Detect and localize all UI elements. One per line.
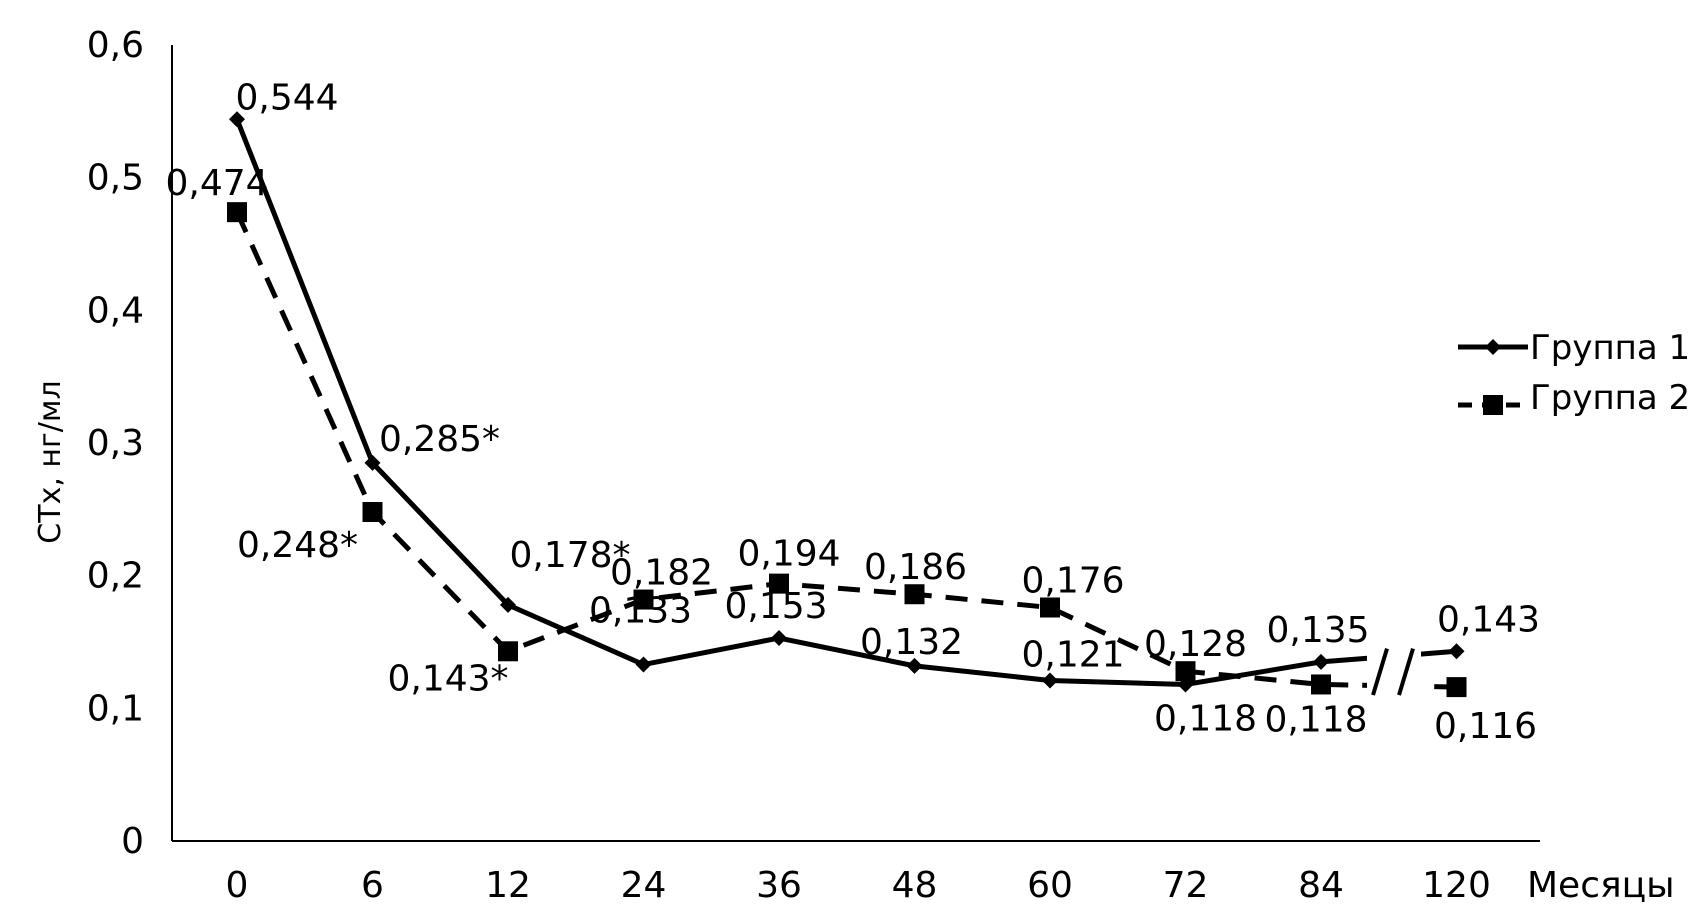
series-line-group-2 [234,211,1457,690]
legend-marker-group-1 [1485,339,1501,355]
data-label-group-2: 0,186 [864,547,967,588]
y-tick-label: 0 [121,821,144,862]
data-labels: 0,544 0,285* 0,178* 0,133 0,153 0,132 0,121 0,1… [165,77,1540,747]
axis-break-slash [1371,648,1389,696]
data-point-group-1 [1042,672,1058,689]
data-point-group-2 [1175,661,1196,682]
legend-label-group-2: Группа 2 [1530,378,1690,418]
data-point-group-2 [227,202,247,223]
data-point-group-1 [635,656,652,673]
y-tick-label: 0,2 [87,556,144,597]
x-tick-label: 12 [485,865,531,906]
legend-label-group-1: Группа 1 [1530,328,1690,368]
x-tick-label: 60 [1027,865,1073,906]
x-tick-labels: 0 6 12 24 36 48 60 72 84 120 [226,865,1491,906]
data-label-group-2: 0,176 [1021,561,1124,602]
data-label-group-1: 0,153 [724,586,827,627]
data-point-group-1 [364,454,381,471]
data-label-group-1: 0,133 [589,591,692,632]
y-tick-label: 0,4 [87,290,144,331]
data-label-group-2: 0,128 [1144,624,1247,665]
x-tick-label: 120 [1422,865,1491,906]
data-point-group-2 [1311,674,1331,695]
axis-break-slash [1397,648,1415,696]
data-point-group-2 [904,584,925,605]
data-point-group-2 [1446,677,1467,698]
x-tick-label: 6 [361,865,384,906]
data-point-group-2 [362,501,383,522]
data-label-group-1: 0,544 [235,77,338,118]
data-label-group-1: 0,118 [1154,698,1257,739]
legend-marker-group-2 [1483,395,1503,415]
data-label-group-1: 0,178* [509,535,630,576]
x-tick-label: 84 [1298,865,1344,906]
data-label-group-1: 0,132 [860,622,963,663]
data-label-group-2: 0,182 [610,553,713,594]
y-axis-title: СТх, нг/мл [33,380,68,543]
y-tick-label: 0,3 [87,423,144,464]
x-tick-label: 72 [1163,865,1209,906]
data-point-group-1 [500,596,516,613]
data-point-group-2 [769,573,789,594]
data-label-group-2: 0,116 [1434,706,1537,747]
data-label-group-2: 0,143* [387,658,508,699]
data-label-group-2: 0,248* [237,525,358,566]
data-point-group-1 [771,630,787,647]
y-tick-label: 0,6 [87,25,144,66]
data-point-group-1 [229,111,245,128]
data-label-group-1: 0,143 [1437,599,1540,640]
data-label-group-2: 0,474 [165,163,268,204]
y-tick-labels: 0 0,1 0,2 0,3 0,4 0,5 0,6 [87,25,144,862]
data-label-group-1: 0,135 [1266,610,1369,651]
axes [171,45,1540,842]
x-tick-label: 36 [756,865,802,906]
y-tick-label: 0,1 [87,688,144,729]
data-point-group-1 [1177,676,1194,693]
series-line-group-1 [234,118,1457,687]
x-tick-label: 0 [226,865,249,906]
x-tick-label: 24 [621,865,667,906]
legend: Группа 1 Группа 2 [1458,328,1690,418]
data-point-group-1 [906,657,923,674]
data-label-group-2: 0,194 [737,534,840,575]
data-label-group-2: 0,118 [1264,699,1367,740]
data-label-group-1: 0,121 [1021,634,1124,675]
x-axis-title: Месяцы [1527,865,1675,906]
data-point-group-1 [1313,653,1329,670]
data-point-group-2 [633,589,654,610]
data-point-group-2 [1040,597,1060,618]
series-layer [227,111,1467,698]
data-point-group-1 [1448,643,1465,660]
data-label-group-1: 0,285* [379,419,500,460]
data-point-group-2 [498,641,518,662]
x-tick-label: 48 [892,865,938,906]
y-tick-label: 0,5 [87,158,144,199]
